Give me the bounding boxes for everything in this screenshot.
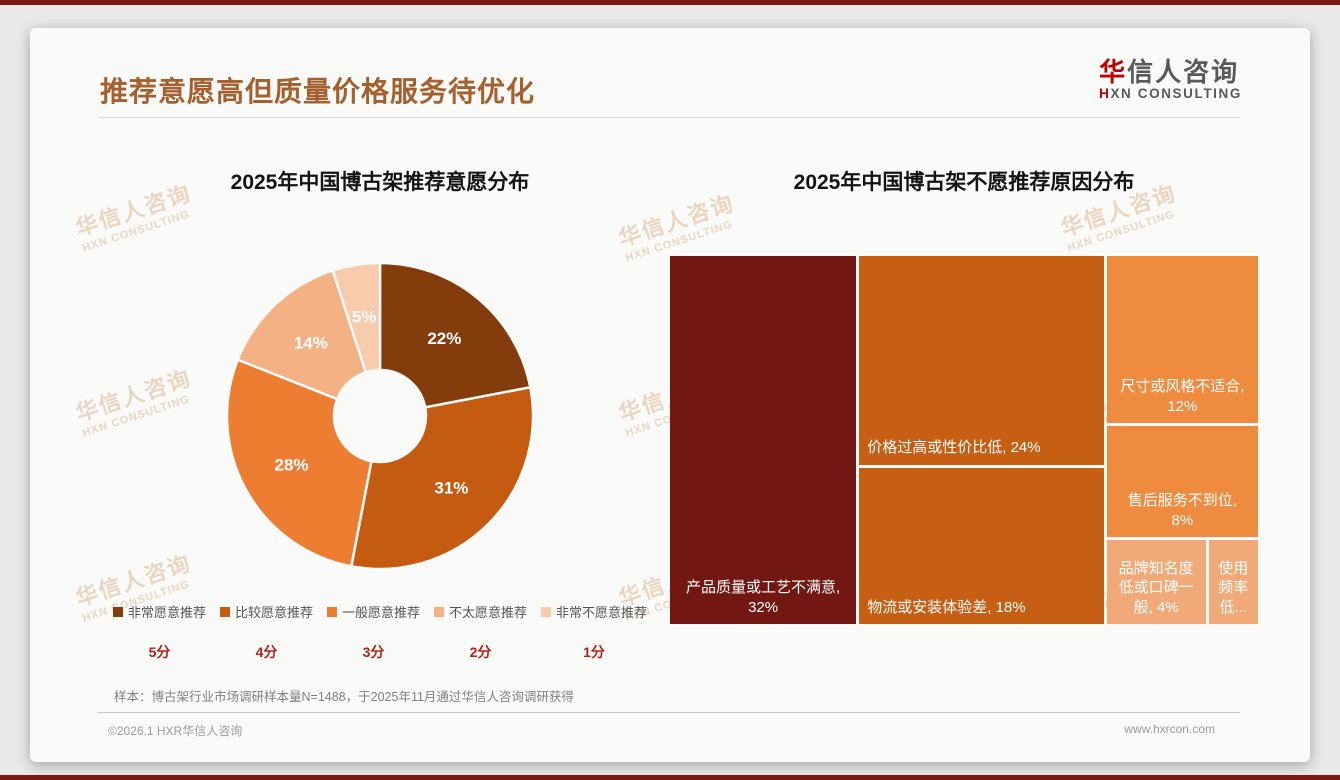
- donut-slice-label: 28%: [274, 456, 308, 475]
- donut-chart-panel: 2025年中国博古架推荐意愿分布 22% 31% 28% 14% 5% 非常愿意推荐 5分…: [100, 168, 660, 662]
- title-divider: [98, 117, 1240, 118]
- bottom-accent-bar: [0, 775, 1340, 780]
- legend-column: 比较愿意推荐 4分: [219, 602, 313, 662]
- treemap-column: 价格过高或性价比低, 24% 物流或安装体验差, 18%: [859, 256, 1104, 624]
- page-title: 推荐意愿高但质量价格服务待优化: [100, 76, 536, 107]
- treemap-block-label: 尺寸或风格不适合, 12%: [1120, 378, 1245, 415]
- legend-item: 一般愿意推荐: [326, 602, 420, 621]
- legend-swatch: [326, 606, 337, 617]
- legend-swatch: [219, 606, 230, 617]
- treemap-block-label: 价格过高或性价比低, 24%: [867, 439, 1041, 457]
- logo-zh-accent: 华: [1099, 57, 1128, 87]
- treemap-row: 品牌知名度 低或口碑一 般, 4% 使用 频率 低...: [1106, 540, 1258, 624]
- treemap-block-usage: 使用 频率 低...: [1208, 540, 1258, 624]
- donut-slice-label: 31%: [434, 478, 468, 497]
- legend-score: 2分: [469, 644, 492, 660]
- legend-label: 非常不愿意推荐: [556, 605, 648, 620]
- donut-legend: 非常愿意推荐 5分 比较愿意推荐 4分 一般愿意推荐 3分 不太愿意推荐 2分 非常不愿意推荐 1…: [100, 602, 660, 662]
- logo-en-accent: H: [1099, 86, 1111, 101]
- treemap-chart: 产品质量或工艺不满意, 32% 价格过高或性价比低, 24% 物流或安装体验差, 1…: [670, 256, 1258, 624]
- logo-en-rest: XN CONSULTING: [1110, 86, 1242, 101]
- treemap-block-label: 售后服务不到位, 8%: [1127, 492, 1237, 529]
- legend-item: 不太愿意推荐: [434, 602, 527, 621]
- legend-swatch: [541, 606, 552, 617]
- legend-item: 非常愿意推荐: [112, 602, 206, 621]
- donut-slice-label: 5%: [352, 307, 377, 326]
- top-accent-bar: [0, 0, 1340, 5]
- donut-slice-label: 14%: [294, 333, 328, 352]
- treemap-block-logistics: 物流或安装体验差, 18%: [859, 467, 1104, 624]
- donut-slice: [378, 261, 532, 409]
- donut-chart-title: 2025年中国博古架推荐意愿分布: [230, 171, 530, 194]
- treemap-block-label: 品牌知名度 低或口碑一 般, 4%: [1118, 559, 1194, 616]
- legend-column: 非常不愿意推荐 1分: [541, 602, 647, 662]
- treemap-block-price: 价格过高或性价比低, 24%: [859, 256, 1104, 465]
- treemap-column: 尺寸或风格不适合, 12% 售后服务不到位, 8% 品牌知名度 低或口碑一 般, 4…: [1106, 256, 1258, 624]
- treemap-chart-title: 2025年中国博古架不愿推荐原因分布: [793, 171, 1135, 194]
- treemap-block-label: 产品质量或工艺不满意, 32%: [686, 579, 841, 616]
- footer-website: www.hxrcon.com: [1124, 722, 1215, 736]
- logo-chinese-text: 华信人咨询: [1099, 58, 1242, 86]
- company-logo: 华信人咨询 HXN CONSULTING: [1099, 58, 1242, 102]
- sample-footnote: 样本：博古架行业市场调研样本量N=1488，于2025年11月通过华信人咨询调研…: [114, 690, 574, 704]
- legend-score: 4分: [255, 644, 278, 660]
- donut-slice: [236, 268, 368, 401]
- treemap-block-service: 售后服务不到位, 8%: [1106, 426, 1258, 538]
- legend-label: 一般愿意推荐: [341, 605, 420, 620]
- legend-label: 非常愿意推荐: [127, 605, 206, 620]
- treemap-block-label: 物流或安装体验差, 18%: [867, 598, 1026, 616]
- legend-score: 5分: [148, 644, 171, 660]
- donut-chart: 22% 31% 28% 14% 5%: [225, 261, 535, 571]
- legend-label: 比较愿意推荐: [234, 605, 313, 620]
- legend-column: 一般愿意推荐 3分: [326, 602, 420, 662]
- legend-label: 不太愿意推荐: [449, 605, 528, 620]
- legend-item: 比较愿意推荐: [219, 602, 313, 621]
- footer-divider: [98, 712, 1240, 713]
- treemap-block-brand: 品牌知名度 低或口碑一 般, 4%: [1106, 540, 1206, 624]
- logo-english-text: HXN CONSULTING: [1099, 86, 1242, 102]
- slide-card: 华信人咨询 HXN CONSULTING 华信人咨询 HXN CONSULTING 华信…: [30, 28, 1310, 762]
- donut-slice: [349, 385, 535, 571]
- treemap-block-size: 尺寸或风格不适合, 12%: [1106, 256, 1258, 424]
- treemap-block-quality: 产品质量或工艺不满意, 32%: [670, 256, 857, 624]
- legend-score: 1分: [583, 644, 605, 660]
- donut-slice-label: 22%: [427, 329, 461, 348]
- legend-item: 非常不愿意推荐: [541, 602, 647, 621]
- legend-score: 3分: [362, 644, 385, 660]
- legend-swatch: [434, 606, 444, 617]
- donut-slice: [331, 261, 382, 374]
- logo-zh-rest: 信人咨询: [1127, 57, 1240, 87]
- legend-column: 非常愿意推荐 5分: [112, 602, 206, 662]
- treemap-block-label: 使用 频率 低...: [1218, 559, 1249, 616]
- treemap-chart-panel: 2025年中国博古架不愿推荐原因分布 产品质量或工艺不满意, 32% 价格过高或性…: [670, 168, 1258, 624]
- donut-slice: [225, 358, 373, 568]
- legend-swatch: [112, 606, 123, 617]
- footer-copyright: ©2026.1 HXR华信人咨询: [108, 724, 243, 738]
- legend-column: 不太愿意推荐 2分: [434, 602, 527, 662]
